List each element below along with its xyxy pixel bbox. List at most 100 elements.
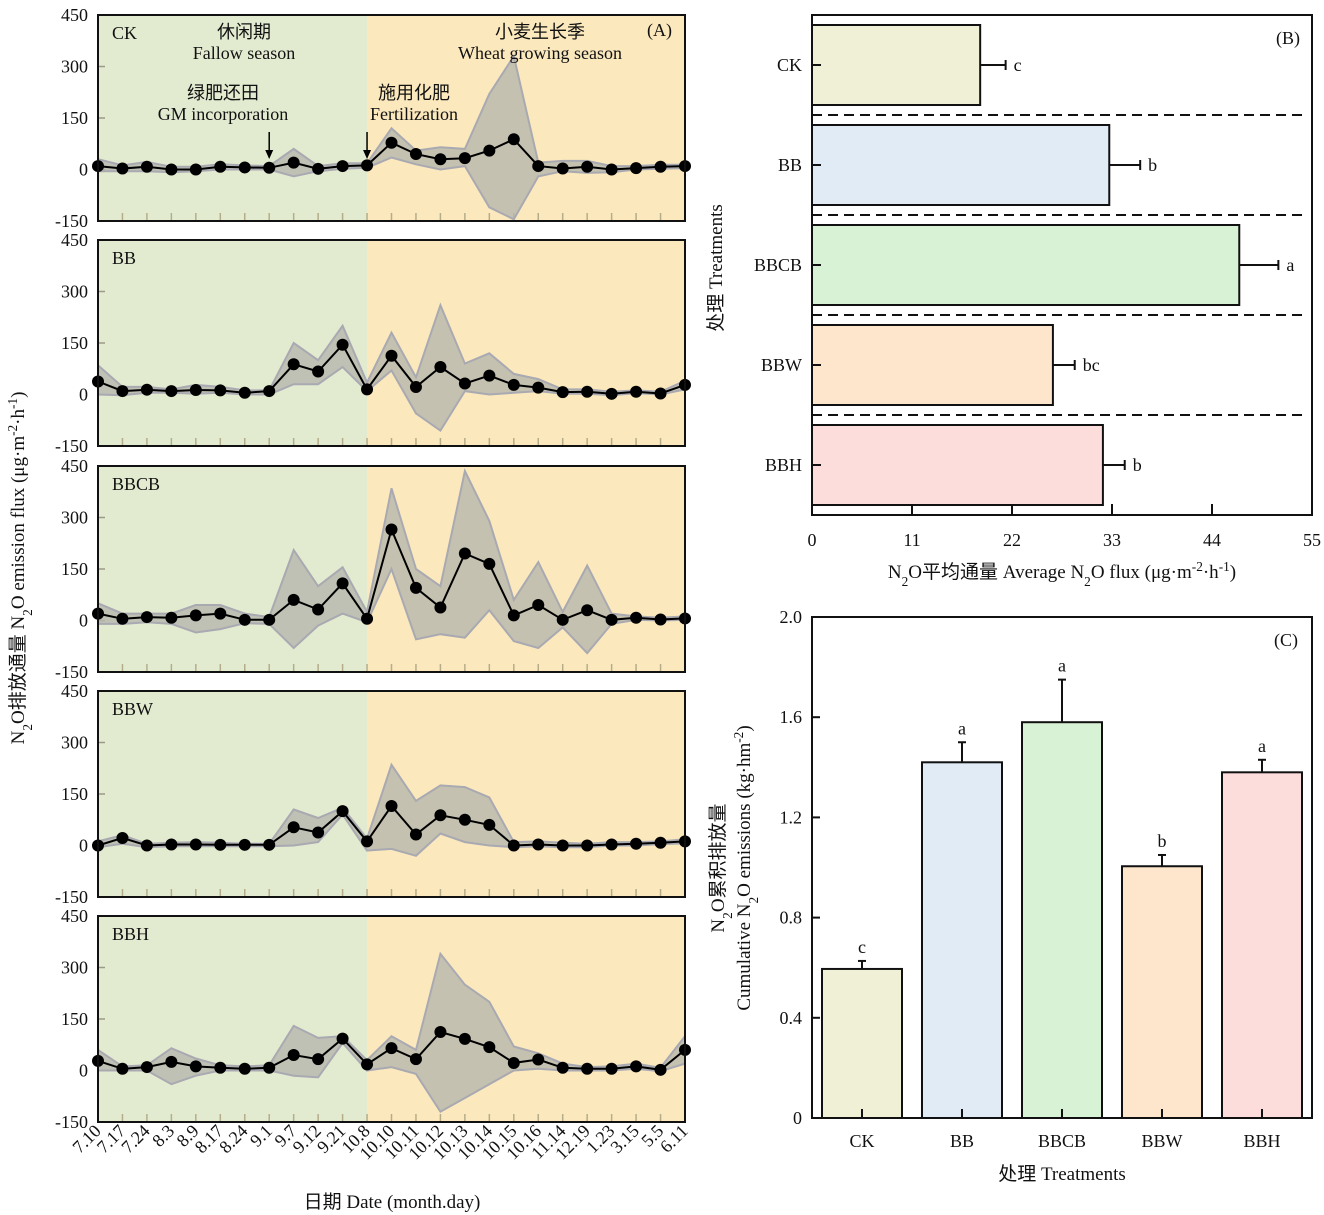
- data-point: [532, 599, 545, 612]
- bar-group-bbw: bc BBW: [761, 324, 1100, 406]
- data-point: [189, 384, 202, 397]
- data-point: [361, 835, 374, 848]
- data-point: [361, 383, 374, 396]
- x-tick-label: 0: [808, 530, 817, 550]
- panel-b-label: (B): [1276, 28, 1300, 49]
- data-point: [581, 1062, 594, 1075]
- bar-group-bbw: b BBW: [1121, 831, 1203, 1151]
- panel-a-subplot-bbcb: -150 0 150 300 450 BBCB: [55, 456, 691, 682]
- x-tick-label: 8.24: [215, 1121, 251, 1157]
- data-point: [116, 831, 129, 844]
- data-point: [336, 577, 349, 590]
- data-point: [654, 1063, 667, 1076]
- plot-frame: [97, 239, 686, 447]
- significance-letter: b: [1148, 155, 1157, 175]
- data-point: [263, 161, 276, 174]
- fallow-season-background: [98, 916, 368, 1122]
- significance-letter: b: [1158, 831, 1167, 851]
- significance-letter: a: [958, 718, 966, 738]
- data-point: [532, 1053, 545, 1066]
- bar-group-bb: a BB: [921, 718, 1003, 1151]
- significance-letter: bc: [1083, 355, 1100, 375]
- y-tick-label: -150: [55, 1112, 88, 1132]
- y-tick-label: 150: [61, 784, 88, 804]
- data-point: [507, 378, 520, 391]
- data-point: [556, 386, 569, 399]
- gm-incorporation-cn: 绿肥还田: [187, 83, 259, 103]
- data-point: [214, 1061, 227, 1074]
- x-tick-label: 3.15: [606, 1121, 642, 1157]
- data-point: [165, 838, 178, 851]
- y-tick-label: 150: [61, 333, 88, 353]
- y-tick-label: -150: [55, 211, 88, 231]
- data-point: [556, 162, 569, 175]
- panel-a: -150 0 150 300 450 CK -150 0 150 300 450 BB -150 0 150…: [55, 5, 692, 1163]
- y-tick-label: 0: [79, 160, 88, 180]
- plot-frame: [811, 14, 1313, 516]
- data-point: [263, 385, 276, 398]
- data-point: [654, 613, 667, 626]
- data-point: [140, 1061, 153, 1074]
- panel-a-x-axis-label: 日期 Date (month.day): [304, 1191, 481, 1213]
- data-point: [409, 581, 422, 594]
- data-point: [385, 800, 398, 813]
- x-tick-label: 55: [1303, 530, 1321, 550]
- fallow-season-en: Fallow season: [193, 43, 296, 63]
- data-point: [140, 160, 153, 173]
- panel-a-subplot-bbh: -150 0 150 300 450 BBH: [55, 906, 691, 1132]
- x-tick-label: 44: [1203, 530, 1221, 550]
- fallow-season-background: [98, 15, 368, 221]
- data-point: [336, 805, 349, 818]
- data-point: [361, 159, 374, 172]
- data-point: [458, 152, 471, 165]
- panel-c-label: (C): [1274, 630, 1298, 651]
- y-tick-label: BBW: [761, 355, 802, 375]
- x-tick-label: CK: [849, 1131, 874, 1151]
- bar: [921, 761, 1003, 1119]
- data-point: [238, 613, 251, 626]
- wheat-season-background: [367, 691, 685, 897]
- x-tick-label: 11: [903, 530, 920, 550]
- data-point: [458, 1032, 471, 1045]
- data-point: [483, 557, 496, 570]
- data-point: [507, 609, 520, 622]
- data-point: [263, 613, 276, 626]
- data-point: [581, 385, 594, 398]
- data-point: [165, 163, 178, 176]
- wheat-season-background: [367, 916, 685, 1122]
- panel-c-x-axis-label: 处理 Treatments: [998, 1163, 1126, 1185]
- y-tick-label: BB: [778, 155, 802, 175]
- series-label: BBW: [112, 699, 153, 719]
- data-point: [581, 604, 594, 617]
- y-tick-label: CK: [777, 55, 802, 75]
- data-point: [238, 386, 251, 399]
- y-tick-label: BBH: [765, 455, 802, 475]
- data-point: [581, 160, 594, 173]
- y-tick-label: 300: [61, 958, 88, 978]
- gm-incorporation-en: GM incorporation: [158, 104, 288, 124]
- data-point: [189, 609, 202, 622]
- panel-a-x-tick-labels: 7.107.177.248.38.98.178.249.19.79.129.21…: [68, 1121, 691, 1164]
- plot-frame: [97, 465, 686, 673]
- data-point: [556, 613, 569, 626]
- x-tick-label: BBW: [1141, 1131, 1182, 1151]
- y-tick-label: 0: [79, 1061, 88, 1081]
- data-point: [483, 1041, 496, 1054]
- data-point: [214, 838, 227, 851]
- bar: [811, 324, 1054, 406]
- data-point: [116, 1062, 129, 1075]
- data-point: [140, 611, 153, 624]
- data-point: [263, 1061, 276, 1074]
- data-point: [458, 547, 471, 560]
- bar-group-bbcb: a BBCB: [754, 224, 1294, 306]
- data-point: [336, 160, 349, 173]
- data-point: [385, 1042, 398, 1055]
- wheat-season-cn: 小麦生长季: [495, 22, 585, 42]
- data-point: [165, 385, 178, 398]
- data-point: [165, 1055, 178, 1068]
- y-tick-label: 0: [793, 1108, 802, 1128]
- significance-letter: b: [1133, 455, 1142, 475]
- series-label: BBCB: [112, 474, 160, 494]
- y-tick-label: 450: [61, 681, 88, 701]
- plot-frame: [97, 915, 686, 1123]
